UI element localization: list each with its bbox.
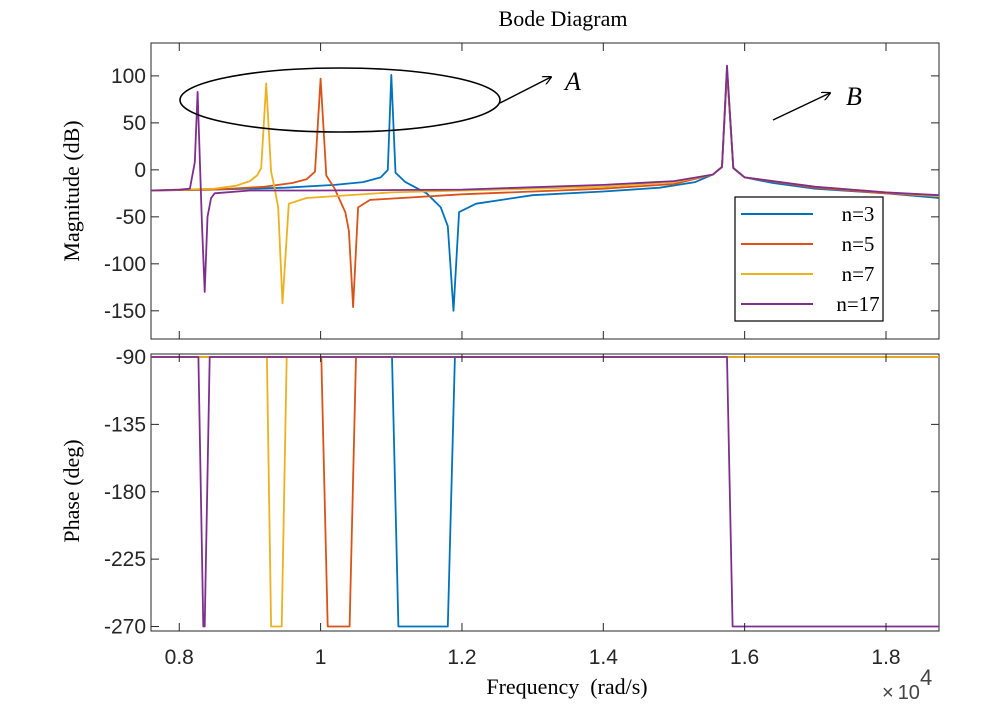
x-exponent-base: 10 (898, 682, 920, 704)
phase-ytick-label: -225 (104, 548, 146, 571)
legend-box (734, 196, 884, 322)
xtick-label: 1.8 (871, 646, 900, 669)
x-exponent-times: × (882, 682, 894, 704)
phase-series (151, 356, 939, 628)
magnitude-ytick-label: -100 (104, 253, 146, 276)
xtick-label: 0.8 (165, 646, 194, 669)
phase-ytick-label: -135 (104, 413, 146, 436)
x-axis-label: Frequency (rad/s) (486, 674, 647, 699)
xtick-label: 1.2 (447, 646, 476, 669)
magnitude-ytick-label: -150 (104, 300, 146, 323)
annotation-a-ellipse (179, 67, 501, 133)
phase-y-axis-label: Phase (deg) (59, 439, 84, 542)
xtick-label: 1.4 (589, 646, 619, 669)
magnitude-ytick-label: -50 (116, 206, 146, 229)
annotation-a-arrow (499, 77, 551, 104)
legend-label-n5: n=5 (842, 232, 875, 256)
phase-ticks: -90 -135 -180 -225 -270 (104, 346, 939, 639)
annotation-a-label: A (563, 67, 581, 96)
legend: n=3 n=5 n=7 n=17 (734, 196, 884, 322)
chart-title: Bode Diagram (499, 6, 628, 31)
magnitude-ytick-label: 100 (111, 65, 146, 88)
x-axis-exponent: × 104 (882, 665, 932, 704)
phase-ytick-label: -270 (104, 616, 146, 639)
magnitude-y-axis-label: Magnitude (dB) (59, 120, 84, 261)
annotation-b-label: B (846, 82, 862, 111)
magnitude-series (151, 64, 939, 312)
magnitude-ytick-label: 0 (134, 159, 146, 182)
magnitude-ticks: 100 50 0 -50 -100 -150 (104, 65, 939, 323)
phase-ytick-label: -90 (116, 346, 146, 369)
xtick-label: 1.6 (730, 646, 759, 669)
x-ticks: 0.8 1 1.2 1.4 1.6 1.8 (165, 43, 901, 669)
legend-label-n3: n=3 (842, 202, 875, 226)
xtick-label: 1 (315, 646, 327, 669)
x-exponent-power: 4 (920, 665, 932, 690)
legend-label-n7: n=7 (842, 262, 875, 286)
legend-label-n17: n=17 (836, 292, 879, 316)
phase-line-n17 (151, 356, 939, 628)
magnitude-line-n17 (151, 64, 939, 293)
magnitude-ytick-label: 50 (123, 112, 146, 135)
phase-ytick-label: -180 (104, 481, 146, 504)
annotation-b-arrow (772, 93, 830, 121)
annotations: A B (179, 67, 862, 133)
